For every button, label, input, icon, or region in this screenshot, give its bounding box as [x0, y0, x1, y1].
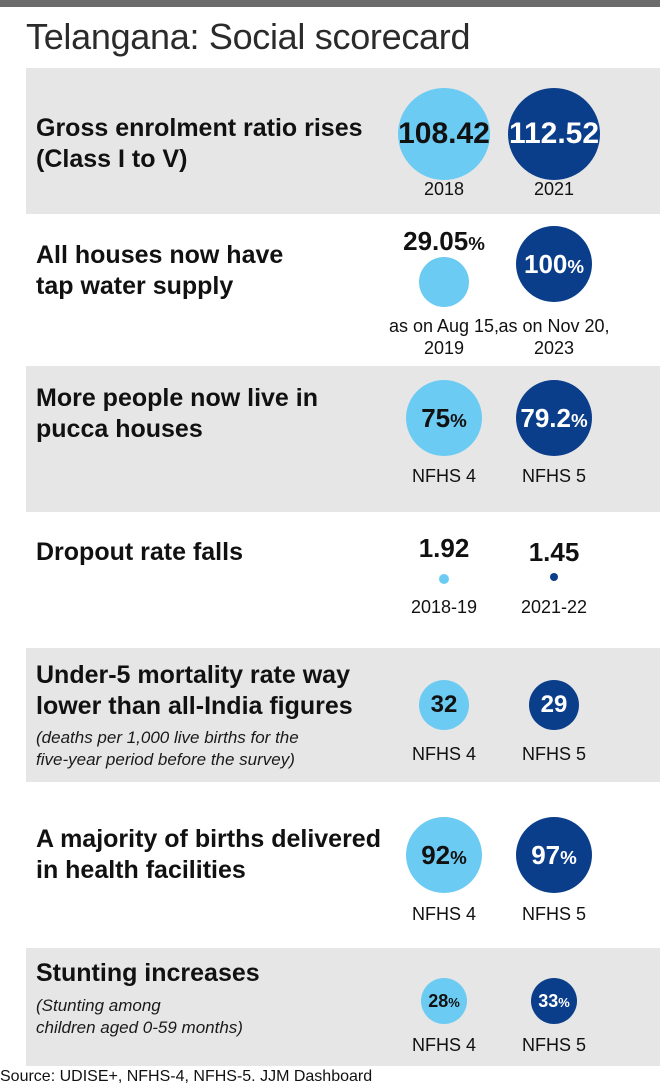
earlier-period-label: NFHS 4 — [411, 904, 476, 924]
earlier-value-bubble: 108.42 — [398, 88, 490, 180]
earlier-period-label: 2018 — [423, 179, 465, 199]
source-note: Source: UDISE+, NFHS-4, NFHS-5. JJM Dash… — [0, 1068, 373, 1085]
panel-heading: Under-5 mortality rate way lower than al… — [36, 661, 353, 720]
earlier-value-bubble: 92% — [406, 817, 482, 893]
later-period-label: NFHS 5 — [521, 466, 586, 486]
later-value-label: 100% — [523, 248, 585, 279]
earlier-period-label: 2018-19 — [410, 597, 478, 617]
later-value-bubble: 29 — [529, 680, 579, 730]
earlier-value-label: 75% — [421, 402, 467, 433]
later-period-label: 2021 — [533, 179, 575, 199]
later-period-label: 2021-22 — [520, 597, 588, 617]
earlier-value-dot — [419, 257, 469, 307]
panel-heading: A majority of births delivered in health… — [36, 825, 381, 884]
later-value-label: 112.52 — [508, 117, 600, 150]
panel-note: (Stunting among children aged 0-59 month… — [36, 996, 243, 1037]
earlier-value-bubble: 28% — [421, 978, 467, 1024]
later-period-label: as on Nov 20, 2023 — [498, 316, 610, 358]
later-value-dot — [550, 573, 558, 581]
later-value-label: 97% — [531, 839, 577, 870]
top-rule — [0, 0, 660, 7]
earlier-value-label: 32 — [430, 691, 458, 718]
panel-heading: All houses now have tap water supply — [36, 241, 284, 300]
earlier-period-label: as on Aug 15, 2019 — [388, 316, 500, 358]
page-title: Telangana: Social scorecard — [26, 16, 471, 57]
panel-heading: Gross enrolment ratio rises (Class I to … — [36, 114, 363, 173]
panel-a-majority-of-births-delivered: A majority of births delivered in health… — [26, 815, 660, 943]
later-period-label: NFHS 5 — [521, 904, 586, 924]
later-value-bubble: 79.2% — [516, 380, 592, 456]
earlier-value-label: 28% — [428, 990, 460, 1011]
panel-all-houses-now-have: All houses now have tap water supply 29.0… — [26, 220, 660, 363]
later-value-label: 79.2% — [520, 402, 588, 433]
later-value-label: 1.45 — [528, 537, 580, 567]
later-value-bubble: 97% — [516, 817, 592, 893]
panel-stunting-increases: Stunting increases (Stunting among childr… — [26, 948, 660, 1066]
panel-heading: More people now live in pucca houses — [36, 384, 318, 443]
earlier-value-label: 92% — [421, 839, 467, 870]
later-period-label: NFHS 5 — [521, 1035, 586, 1055]
earlier-value-dot — [439, 574, 449, 584]
earlier-value-label: 29.05% — [403, 226, 485, 256]
later-value-label: 33% — [538, 990, 570, 1011]
earlier-value-label: 1.92 — [418, 533, 470, 563]
panel-note: (deaths per 1,000 live births for the fi… — [36, 728, 299, 769]
later-value-bubble: 100% — [516, 226, 592, 302]
earlier-period-label: NFHS 4 — [411, 466, 476, 486]
panel-gross-enrolment-ratio-rises: Gross enrolment ratio rises (Class I to … — [26, 68, 660, 214]
earlier-period-label: NFHS 4 — [411, 1035, 476, 1055]
panel-heading: Stunting increases — [36, 959, 260, 987]
earlier-value-bubble: 75% — [406, 380, 482, 456]
earlier-period-label: NFHS 4 — [411, 744, 476, 764]
later-value-label: 29 — [540, 691, 568, 718]
later-period-label: NFHS 5 — [521, 744, 586, 764]
panel-dropout-rate-falls: Dropout rate falls 1.92 2018-19 1.45 2021-22 — [26, 515, 660, 643]
panel-heading: Dropout rate falls — [36, 538, 243, 566]
later-value-bubble: 112.52 — [508, 88, 600, 180]
panel-under-5-mortality-rate-way: Under-5 mortality rate way lower than al… — [26, 648, 660, 782]
panel-more-people-now-live-in: More people now live in pucca houses 75% N… — [26, 366, 660, 512]
earlier-value-bubble: 32 — [419, 680, 469, 730]
earlier-value-label: 108.42 — [398, 117, 490, 150]
later-value-bubble: 33% — [531, 978, 577, 1024]
